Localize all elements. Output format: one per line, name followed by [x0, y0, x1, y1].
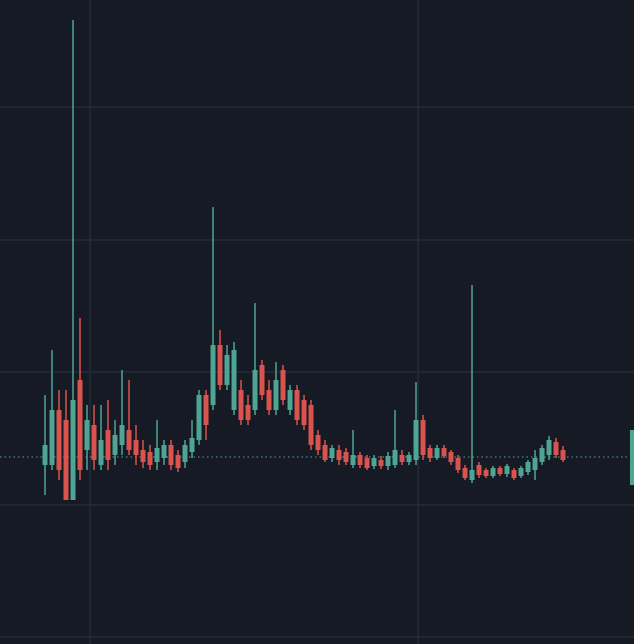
candle-body — [294, 390, 300, 420]
candle-body — [420, 420, 426, 455]
candle-body — [413, 420, 419, 460]
candle-body — [490, 468, 496, 476]
candle-body — [217, 345, 223, 385]
candle-body — [112, 435, 118, 455]
candle-body — [238, 390, 244, 420]
candle-body — [266, 390, 272, 410]
candle-body — [168, 445, 174, 465]
candle-body — [119, 425, 125, 445]
candle-body — [469, 470, 475, 480]
candle-body — [203, 395, 209, 425]
candle-body — [350, 455, 356, 465]
candle-body — [301, 400, 307, 425]
candle-body — [91, 425, 97, 460]
candle-body — [392, 450, 398, 465]
candle-body — [280, 370, 286, 400]
candle-body — [448, 452, 454, 462]
candle-body — [371, 458, 377, 466]
candle-body — [252, 370, 258, 410]
candle-body — [98, 440, 104, 465]
candle-body — [518, 468, 524, 476]
candle-body — [455, 458, 461, 470]
candle-body — [49, 410, 55, 465]
candle-body — [336, 450, 342, 460]
candle-body — [539, 448, 545, 462]
candle-body — [273, 380, 279, 410]
candle-body — [70, 400, 76, 500]
candle-body — [182, 445, 188, 462]
candle-body — [497, 468, 503, 474]
candle-body — [315, 435, 321, 450]
candle-body — [84, 420, 90, 450]
candle-body — [357, 455, 363, 465]
candle-body — [133, 440, 139, 455]
candle-body — [406, 455, 412, 462]
candle-body — [532, 458, 538, 470]
candle-body — [378, 460, 384, 466]
candle-body — [476, 465, 482, 475]
candle-body — [329, 448, 335, 458]
candle-body — [399, 455, 405, 462]
candle-body — [553, 442, 559, 455]
candle-body — [322, 445, 328, 460]
candle-body — [434, 448, 440, 458]
candle-body — [161, 445, 167, 458]
candle-body — [560, 450, 566, 460]
candle-body — [231, 350, 237, 410]
candle-body — [525, 462, 531, 472]
candle-body — [224, 355, 230, 385]
candle-body — [189, 438, 195, 452]
candle-body — [343, 452, 349, 462]
candle-body — [77, 380, 83, 470]
candle-body — [504, 466, 510, 474]
candle-body — [245, 405, 251, 420]
candle-body — [385, 456, 391, 466]
candle-body — [154, 448, 160, 462]
candle-body — [483, 470, 489, 476]
candle-body — [462, 468, 468, 478]
candle-body — [546, 440, 552, 455]
candle-body — [259, 365, 265, 395]
last-price-marker — [630, 430, 634, 485]
candle-body — [196, 395, 202, 440]
candle-body — [42, 445, 48, 465]
candle-body — [308, 405, 314, 445]
candle-body — [441, 448, 447, 456]
candle-body — [287, 390, 293, 410]
candle-body — [56, 410, 62, 470]
candle-body — [105, 430, 111, 460]
candle-body — [126, 430, 132, 450]
candle-body — [140, 450, 146, 462]
candle-body — [511, 470, 517, 478]
candle-body — [63, 420, 69, 500]
candle-body — [427, 448, 433, 458]
candle-body — [364, 458, 370, 468]
candle-body — [210, 345, 216, 405]
candle-body — [147, 452, 153, 465]
candle-body — [175, 455, 181, 468]
